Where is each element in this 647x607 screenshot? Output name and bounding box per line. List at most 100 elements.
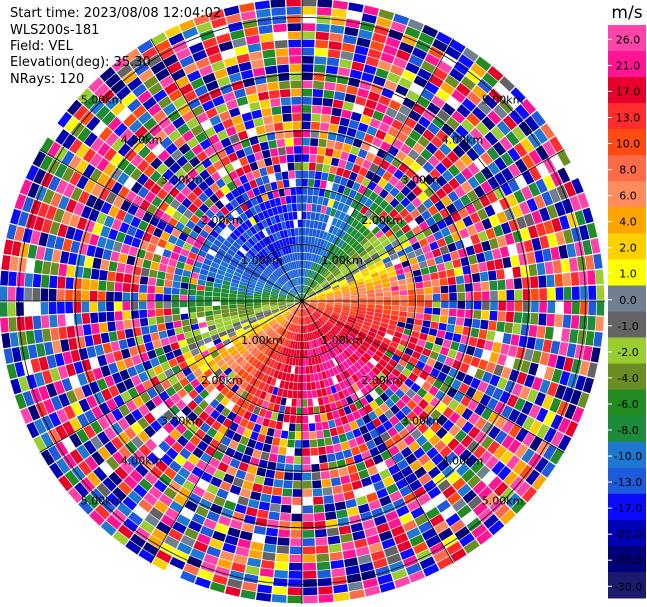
velocity-gate <box>342 360 350 369</box>
velocity-gate <box>279 292 287 296</box>
velocity-gate <box>294 228 299 236</box>
velocity-gate <box>163 193 175 205</box>
velocity-gate <box>340 351 348 360</box>
velocity-gate <box>429 168 441 180</box>
velocity-gate <box>288 170 296 179</box>
velocity-gate <box>57 314 66 327</box>
velocity-gate <box>146 452 160 465</box>
velocity-gate <box>270 321 278 328</box>
velocity-gate <box>76 444 90 460</box>
velocity-gate <box>157 238 168 249</box>
velocity-gate <box>332 312 340 318</box>
velocity-gate <box>242 428 253 438</box>
velocity-gate <box>394 180 406 191</box>
velocity-gate <box>328 277 336 283</box>
velocity-gate <box>302 489 313 497</box>
velocity-gate <box>291 96 302 105</box>
velocity-gate <box>146 53 162 68</box>
velocity-gate <box>321 106 332 115</box>
velocity-gate <box>69 433 83 448</box>
velocity-gate <box>381 318 390 324</box>
velocity-gate <box>290 228 295 237</box>
velocity-gate <box>330 402 338 411</box>
velocity-gate <box>366 307 375 313</box>
velocity-gate <box>287 303 295 307</box>
velocity-gate <box>303 285 306 293</box>
velocity-gate <box>549 136 564 153</box>
velocity-gate <box>304 244 308 253</box>
velocity-gate <box>78 347 89 361</box>
velocity-gate <box>240 69 254 80</box>
velocity-gate <box>217 76 231 87</box>
velocity-gate <box>96 378 108 391</box>
velocity-gate <box>215 103 228 114</box>
velocity-gate <box>506 289 515 301</box>
velocity-gate <box>297 269 300 277</box>
velocity-gate <box>105 191 118 205</box>
velocity-gate <box>348 581 364 592</box>
velocity-gate <box>328 234 335 243</box>
velocity-gate <box>279 521 291 530</box>
velocity-gate <box>285 220 291 229</box>
velocity-gate <box>81 313 91 324</box>
velocity-gate <box>198 399 209 411</box>
velocity-gate <box>338 263 346 270</box>
velocity-gate <box>286 297 294 300</box>
velocity-gate <box>332 8 347 18</box>
velocity-gate <box>302 293 305 301</box>
velocity-gate <box>287 313 293 321</box>
velocity-gate <box>410 506 425 519</box>
velocity-gate <box>288 431 296 440</box>
velocity-gate <box>310 340 315 349</box>
velocity-gate <box>363 133 375 144</box>
velocity-gate <box>493 104 508 120</box>
velocity-gate <box>282 355 288 364</box>
velocity-gate <box>449 292 457 301</box>
velocity-gate <box>296 407 302 415</box>
velocity-gate <box>97 291 106 301</box>
velocity-gate <box>244 26 259 37</box>
velocity-gate <box>244 383 253 393</box>
velocity-gate <box>302 129 311 138</box>
velocity-gate <box>291 307 297 314</box>
velocity-gate <box>283 364 289 373</box>
velocity-gate <box>436 238 447 248</box>
velocity-gate <box>273 285 281 290</box>
velocity-gate <box>241 321 250 328</box>
velocity-gate <box>163 301 172 309</box>
velocity-gate <box>346 347 354 356</box>
velocity-gate <box>388 518 402 530</box>
velocity-gate <box>302 39 315 48</box>
velocity-gate <box>229 301 237 305</box>
velocity-gate <box>3 348 14 364</box>
velocity-gate <box>294 440 302 448</box>
velocity-gate <box>211 378 221 388</box>
velocity-gate <box>212 292 221 297</box>
velocity-gate <box>298 309 301 317</box>
velocity-gate <box>186 137 199 149</box>
velocity-gate <box>184 527 199 540</box>
velocity-gate <box>498 290 507 301</box>
velocity-gate <box>107 271 116 282</box>
velocity-gate <box>542 140 557 157</box>
velocity-gate <box>229 484 242 496</box>
velocity-gate <box>348 355 357 364</box>
velocity-gate <box>222 118 234 129</box>
velocity-gate <box>376 264 386 272</box>
velocity-gate <box>143 75 159 89</box>
velocity-gate <box>223 320 232 327</box>
velocity-gate <box>67 99 83 116</box>
velocity-gate <box>409 129 422 142</box>
velocity-gate <box>472 199 484 211</box>
velocity-gate <box>587 316 596 331</box>
velocity-gate <box>275 314 283 320</box>
velocity-gate <box>279 354 285 363</box>
velocity-gate <box>149 170 162 183</box>
velocity-gate <box>559 370 571 386</box>
velocity-gate <box>340 151 350 161</box>
velocity-gate <box>412 142 425 155</box>
velocity-gate <box>292 324 296 332</box>
velocity-gate <box>359 304 367 308</box>
velocity-gate <box>249 376 257 386</box>
velocity-gate <box>381 87 395 99</box>
